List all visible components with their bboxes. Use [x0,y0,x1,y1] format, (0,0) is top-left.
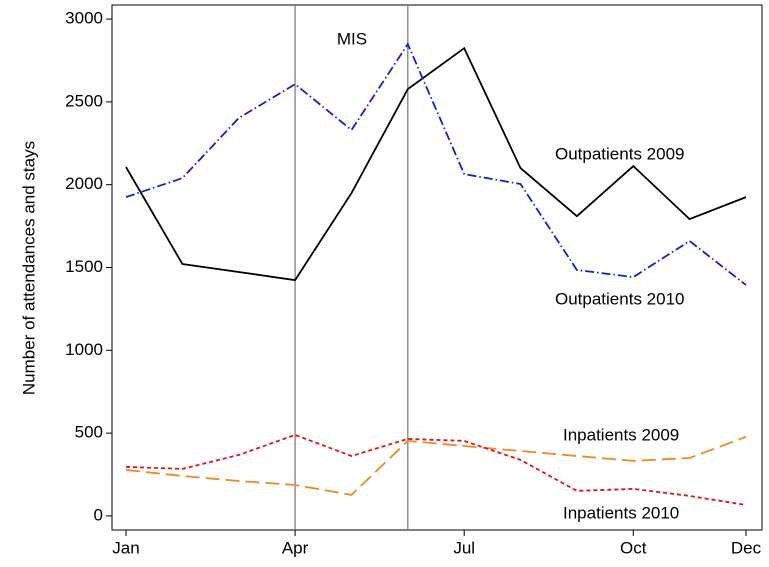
series-label: Outpatients 2009 [555,144,684,163]
x-tick-label: Oct [620,538,647,557]
x-tick-label: Jan [112,538,139,557]
series-line [125,436,747,496]
y-tick-label: 2500 [65,91,103,110]
series-line [125,42,747,286]
x-tick-label: Apr [282,538,309,557]
annotation: MIS [337,29,367,48]
y-tick-label: 1500 [65,257,103,276]
series-label: Outpatients 2010 [555,289,684,308]
y-tick-label: 500 [75,423,103,442]
x-tick-label: Jul [453,538,475,557]
y-tick-label: 1000 [65,340,103,359]
series-line [125,46,747,282]
y-tick-label: 0 [94,505,103,524]
x-tick-label: Dec [731,538,762,557]
series-label: Inpatients 2010 [563,503,679,522]
series-label: Inpatients 2009 [563,425,679,444]
y-tick-label: 3000 [65,9,103,28]
y-axis-label: Number of attendances and stays [19,141,38,395]
y-tick-label: 2000 [65,174,103,193]
series-line [125,433,747,506]
